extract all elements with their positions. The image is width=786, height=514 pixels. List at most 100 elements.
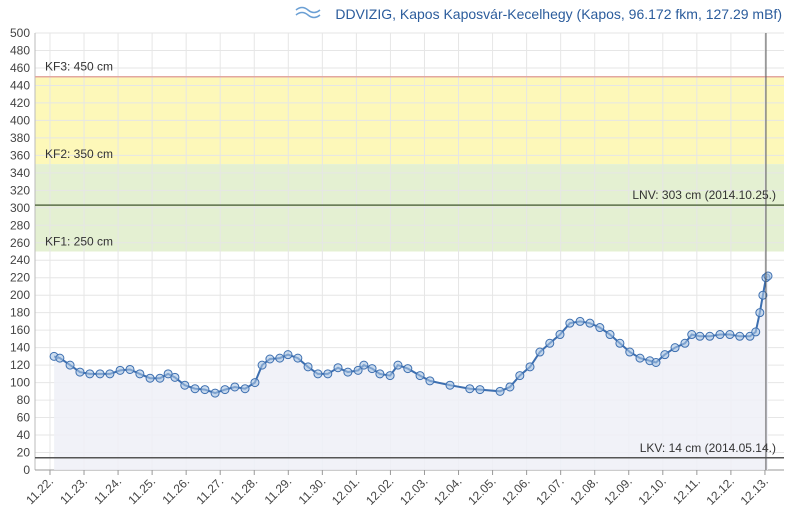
y-tick-label: 220	[10, 271, 30, 285]
y-tick-label: 300	[10, 201, 30, 215]
point	[283, 350, 293, 360]
point	[265, 354, 275, 364]
point	[95, 369, 105, 379]
point	[515, 371, 525, 381]
point	[257, 360, 267, 370]
y-tick-label: 480	[10, 43, 30, 57]
point	[735, 331, 745, 341]
point	[725, 330, 735, 340]
point	[715, 330, 725, 340]
y-tick-label: 160	[10, 323, 30, 337]
point	[651, 357, 661, 367]
x-tick-label: 12.13.	[738, 474, 771, 507]
point	[475, 385, 485, 395]
point	[535, 347, 545, 357]
point	[135, 369, 145, 379]
point	[55, 353, 65, 363]
point	[275, 353, 285, 363]
point	[170, 372, 180, 382]
x-tick-label: 12.08.	[567, 474, 600, 507]
title-icon	[295, 6, 321, 19]
point	[385, 371, 395, 381]
y-tick-label: 0	[23, 463, 30, 477]
y-tick-label: 460	[10, 61, 30, 75]
x-tick-label: 12.12.	[704, 474, 737, 507]
x-tick-label: 12.10.	[635, 474, 668, 507]
y-tick-label: 20	[17, 446, 31, 460]
point	[375, 369, 385, 379]
y-tick-label: 180	[10, 306, 30, 320]
y-tick-label: 100	[10, 376, 30, 390]
point	[525, 362, 535, 372]
point	[105, 369, 115, 379]
plot-line-label: KF1: 250 cm	[45, 235, 113, 249]
point	[333, 363, 343, 373]
point	[425, 376, 435, 386]
point	[635, 353, 645, 363]
point	[190, 384, 200, 394]
point	[180, 380, 190, 390]
x-tick-label: 12.11.	[670, 474, 703, 507]
point	[705, 331, 715, 341]
point	[353, 365, 363, 375]
point	[303, 362, 313, 372]
chart-title: DDVIZIG, Kapos Kaposvár-Kecelhegy (Kapos…	[335, 6, 782, 22]
point	[323, 369, 333, 379]
x-tick-label: 11.23.	[57, 474, 90, 507]
point	[85, 369, 95, 379]
point	[415, 371, 425, 381]
y-tick-label: 120	[10, 358, 30, 372]
point	[125, 364, 135, 374]
point	[445, 380, 455, 390]
x-tick-label: 11.26.	[159, 474, 192, 507]
point	[65, 360, 75, 370]
point	[687, 330, 697, 340]
point	[210, 388, 220, 398]
y-tick-label: 60	[17, 411, 31, 425]
y-tick-label: 420	[10, 96, 30, 110]
x-tick-label: 12.04.	[431, 474, 464, 507]
plot-line-label: KF2: 350 cm	[45, 147, 113, 161]
x-tick-label: 12.09.	[601, 474, 634, 507]
point	[367, 364, 377, 374]
point	[293, 353, 303, 363]
x-tick-label: 11.28.	[228, 474, 261, 507]
point	[75, 367, 85, 377]
point	[393, 360, 403, 370]
y-tick-label: 200	[10, 288, 30, 302]
x-tick-label: 11.24.	[91, 474, 124, 507]
plot-line-label: LNV: 303 cm (2014.10.25.)	[632, 188, 776, 202]
point	[545, 338, 555, 348]
point	[758, 290, 768, 300]
point	[250, 378, 260, 388]
x-tick-label: 12.07.	[533, 474, 566, 507]
point	[670, 343, 680, 353]
x-tick-label: 11.30.	[296, 474, 329, 507]
point	[555, 330, 565, 340]
x-tick-label: 11.25.	[125, 474, 158, 507]
plot-line-label: KF3: 450 cm	[45, 60, 113, 74]
point	[695, 331, 705, 341]
y-tick-label: 320	[10, 183, 30, 197]
y-tick-label: 80	[17, 393, 31, 407]
y-tick-label: 500	[10, 26, 30, 40]
y-tick-label: 280	[10, 218, 30, 232]
point	[763, 271, 773, 281]
point	[575, 316, 585, 326]
point	[565, 318, 575, 328]
point	[585, 318, 595, 328]
point	[403, 364, 413, 374]
x-tick-label: 12.01.	[329, 474, 362, 507]
point	[505, 382, 515, 392]
point	[115, 365, 125, 375]
point	[359, 360, 369, 370]
point	[240, 384, 250, 394]
point	[495, 386, 505, 396]
point	[680, 338, 690, 348]
x-tick-label: 12.02.	[363, 474, 396, 507]
y-tick-label: 380	[10, 131, 30, 145]
y-tick-label: 40	[17, 428, 31, 442]
x-tick-label: 11.29.	[262, 474, 295, 507]
